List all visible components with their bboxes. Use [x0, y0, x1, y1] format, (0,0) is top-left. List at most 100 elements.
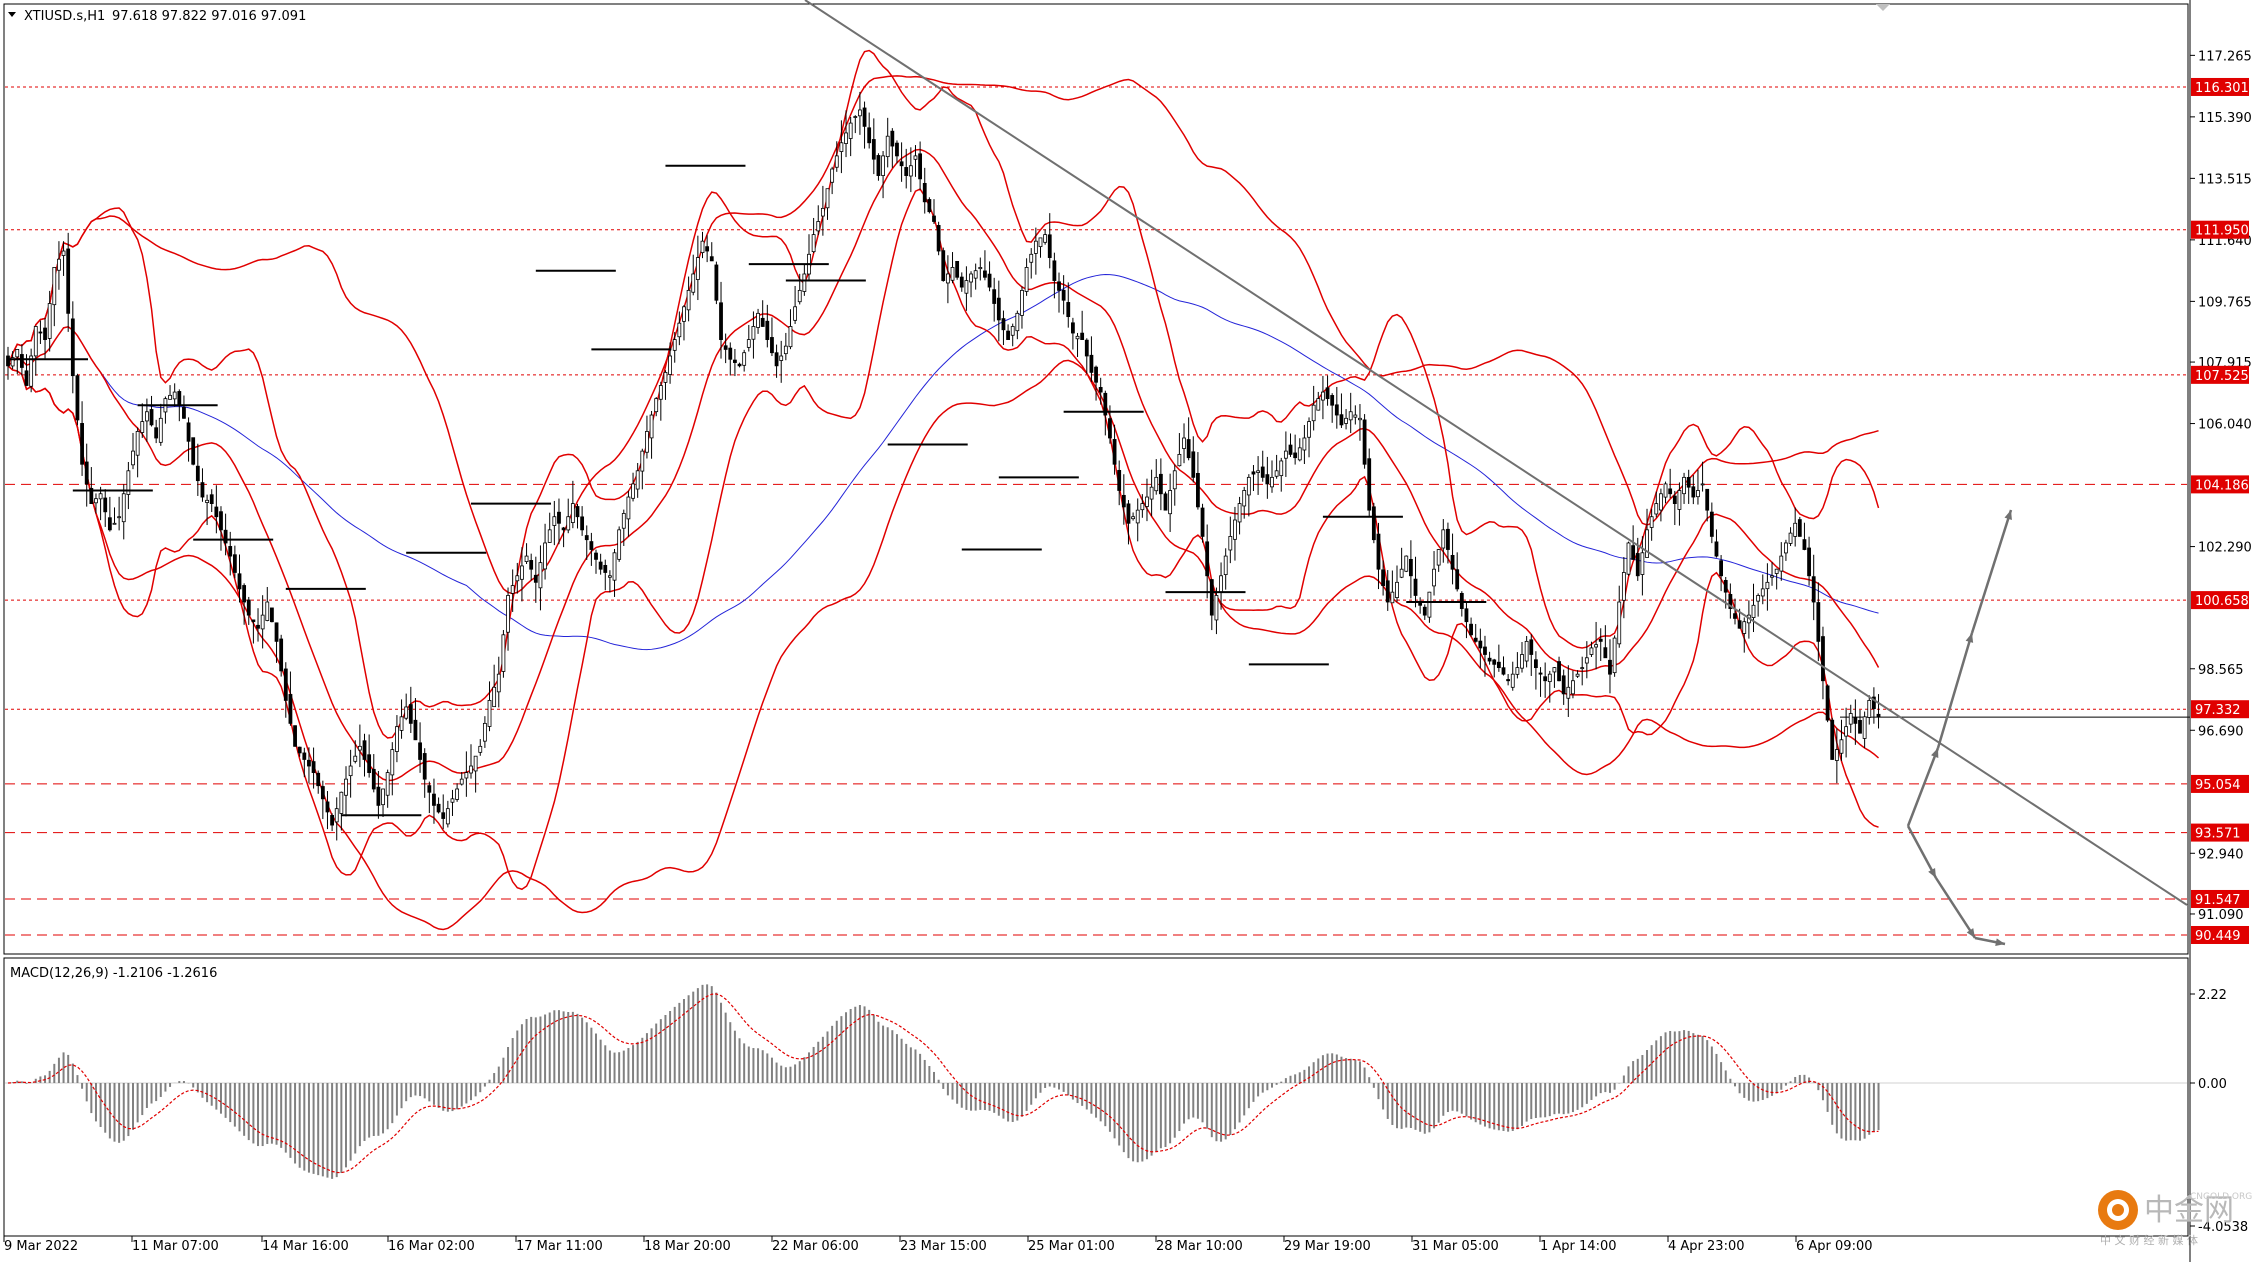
candle-body	[1751, 604, 1756, 618]
candle-body	[913, 155, 918, 160]
bull-arrow-3[interactable]	[1970, 509, 2013, 634]
candle-body	[274, 622, 279, 642]
price-tick-label: 92.940	[2198, 847, 2244, 862]
candle-body	[432, 793, 436, 806]
candle-body	[899, 161, 904, 167]
candle-body	[1598, 638, 1603, 642]
candle-body	[237, 573, 242, 590]
candle-body	[1834, 749, 1839, 761]
candle-body	[1617, 601, 1622, 645]
candle-body	[450, 798, 455, 803]
candle-body	[482, 722, 487, 742]
price-tick-label: 102.290	[2198, 541, 2252, 556]
bull-arrow-1[interactable]	[1906, 747, 1940, 827]
candle-body	[1464, 608, 1469, 623]
candle-body	[788, 326, 793, 348]
candle-body	[1821, 636, 1825, 682]
candle-body	[1816, 602, 1821, 642]
candle-body	[1043, 234, 1048, 243]
candle-body	[1608, 659, 1612, 675]
price-tag-label: 97.332	[2195, 703, 2241, 718]
candle-body	[270, 607, 274, 623]
price-tick-label: 91.090	[2198, 908, 2244, 923]
candle-body	[950, 267, 955, 281]
downtrend-line[interactable]	[804, 0, 2188, 906]
bear-arrow-1-head	[1928, 868, 1936, 878]
candle-body	[1862, 716, 1867, 739]
bear-arrow-1[interactable]	[1906, 825, 1938, 879]
candle-body	[1640, 552, 1645, 575]
candle-body	[1371, 506, 1376, 541]
watermark-url: CNGOLD.ORG	[2190, 1192, 2252, 1202]
candle-body	[1297, 447, 1302, 461]
candle-body	[501, 634, 506, 672]
candle-body	[6, 355, 10, 367]
candle-body	[1677, 490, 1682, 510]
candle-body	[983, 270, 987, 278]
candle-body	[1214, 595, 1219, 621]
candle-body	[1020, 289, 1024, 316]
candle-body	[1571, 680, 1575, 695]
candle-body	[1654, 503, 1659, 515]
candle-body	[464, 772, 469, 779]
symbol-dropdown-icon[interactable]	[8, 12, 16, 17]
candle-body	[1825, 685, 1830, 721]
candle-body	[1149, 486, 1154, 500]
collapse-arrow-icon[interactable]	[1876, 4, 1890, 11]
price-tag-label: 93.571	[2195, 827, 2241, 842]
main-pane[interactable]	[3, 0, 2190, 955]
candle-body	[1163, 493, 1168, 511]
candle-body	[1015, 312, 1020, 332]
candle-body	[1737, 620, 1742, 629]
candle-body	[686, 289, 691, 311]
candle-body	[1455, 569, 1460, 590]
candle-body	[1390, 591, 1395, 604]
candle-body	[1603, 647, 1608, 659]
price-tag-label: 104.186	[2195, 478, 2249, 493]
candle-body	[1265, 474, 1270, 485]
macd-histogram: 2.22 0.00 -4.0538	[5, 984, 2248, 1235]
candle-body	[834, 155, 839, 168]
candle-body	[1270, 476, 1274, 488]
candle-body	[1089, 354, 1094, 373]
candle-body	[705, 246, 710, 252]
candle-body	[645, 431, 649, 453]
candle-body	[1459, 592, 1464, 609]
candle-body	[75, 375, 80, 421]
candle-body	[1321, 391, 1325, 401]
candle-body	[561, 527, 566, 531]
price-tag	[2191, 889, 2249, 908]
candle-body	[1108, 418, 1112, 439]
candle-body	[1561, 675, 1566, 695]
candle-body	[709, 256, 714, 262]
candle-body	[853, 116, 858, 118]
candle-body	[395, 726, 399, 752]
time-tick-label: 22 Mar 06:00	[772, 1239, 859, 1254]
price-axis: 117.265115.390113.515111.640109.765107.9…	[2189, 0, 2252, 1262]
candle-body	[973, 270, 978, 279]
candle-body	[168, 394, 172, 400]
candle-body	[478, 745, 483, 753]
bear-arrow-2[interactable]	[1934, 877, 1977, 939]
price-tag	[2191, 77, 2249, 96]
candle-body	[547, 529, 552, 543]
candle-body	[1432, 568, 1436, 587]
candle-body	[121, 493, 126, 523]
candle-body	[459, 778, 464, 785]
watermark-brand: 中金网	[2144, 1193, 2234, 1228]
candle-body	[811, 234, 816, 253]
candle-body	[1057, 281, 1061, 291]
candle-body	[1047, 234, 1052, 258]
candle-body	[1302, 437, 1307, 451]
candle-body	[228, 546, 233, 557]
annotation-lines[interactable]	[804, 0, 2188, 947]
candle-body	[728, 347, 733, 360]
macd-pane[interactable]: 2.22 0.00 -4.0538	[3, 957, 2248, 1237]
candle-body	[1140, 503, 1145, 511]
main-pane-border	[3, 3, 2189, 955]
candle-body	[1154, 476, 1159, 492]
price-tick-label: 117.265	[2198, 49, 2252, 64]
bull-arrow-2[interactable]	[1936, 632, 1974, 749]
bear-arrow-2-head	[1966, 928, 1975, 938]
